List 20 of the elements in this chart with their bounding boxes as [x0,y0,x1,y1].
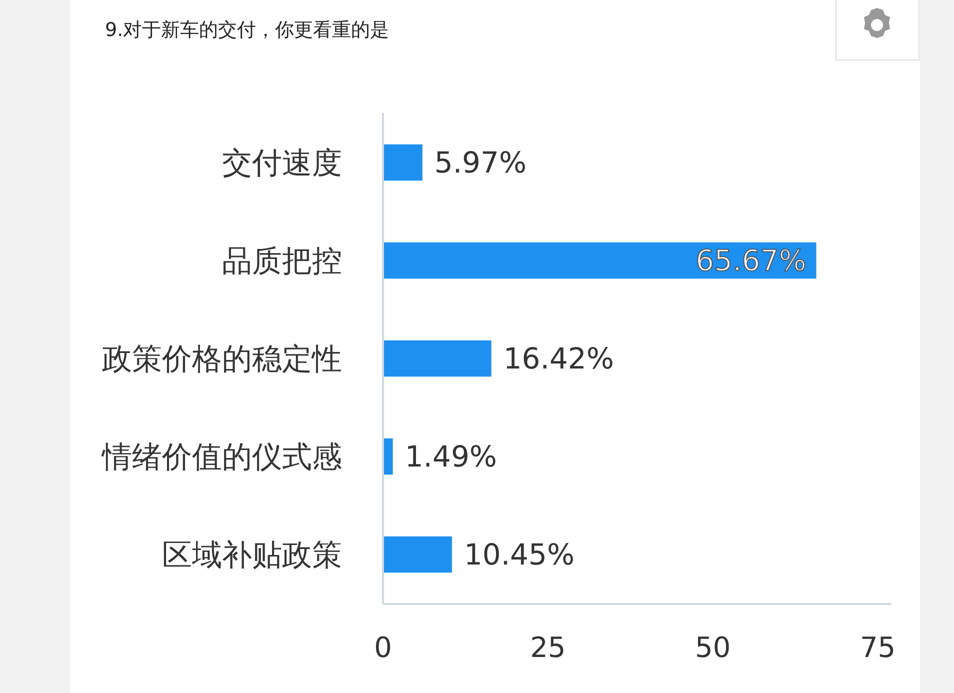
y-tick-label: 情绪价值的仪式感 [101,440,342,476]
x-tick-label: 50 [695,631,731,664]
data-label: 65.67% [696,244,806,278]
y-tick-label: 政策价格的稳定性 [102,342,342,377]
x-tick-label: 25 [530,631,566,664]
data-label: 1.49% [404,440,497,474]
bar [383,438,393,475]
y-tick-label: 品质把控 [222,244,342,279]
x-tick-label: 75 [860,631,896,664]
y-tick-label: 交付速度 [222,146,342,181]
chart-title: 9.对于新车的交付，你更看重的是 [105,19,390,41]
bar [383,536,452,573]
data-label: 10.45% [464,538,575,572]
bar [383,242,816,279]
x-tick-label: 0 [374,631,392,664]
bar [383,144,422,181]
bar [383,340,492,377]
data-label: 16.42% [503,342,614,376]
y-tick-label: 区域补贴政策 [162,538,342,574]
data-label: 5.97% [434,146,527,180]
